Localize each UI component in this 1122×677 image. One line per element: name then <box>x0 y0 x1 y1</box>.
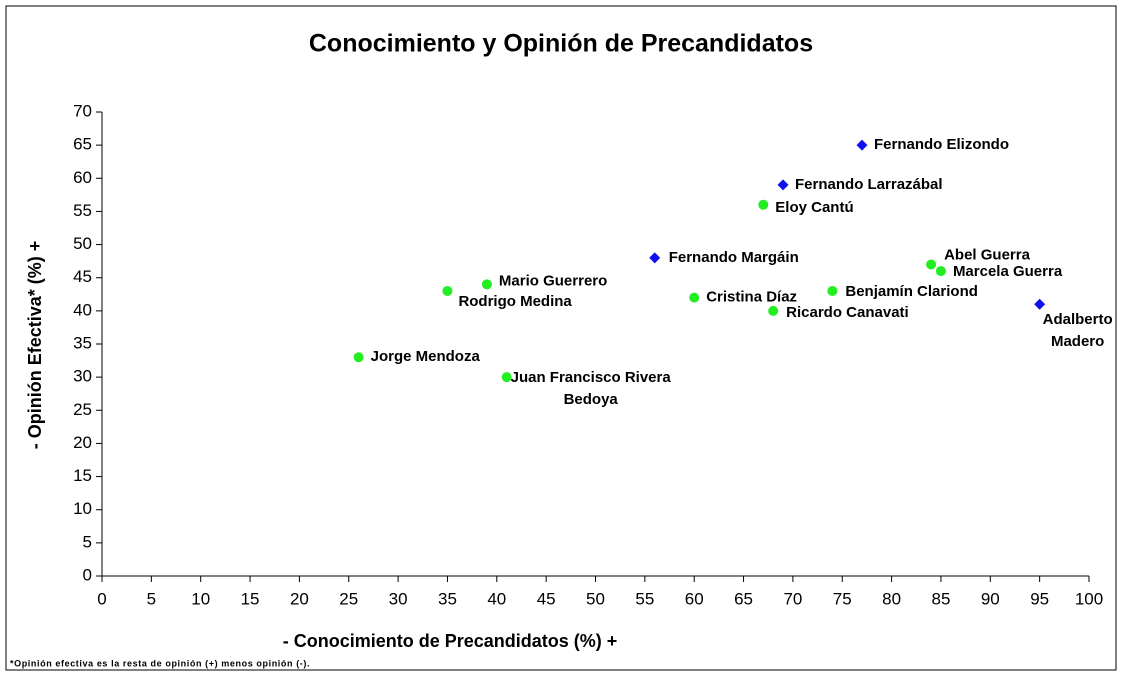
point <box>481 279 492 290</box>
x-tick-label: 85 <box>931 589 950 608</box>
point-label: Benjamín Clariond <box>845 283 978 300</box>
point-label: Jorge Mendoza <box>371 348 481 365</box>
x-tick-label: 80 <box>882 589 901 608</box>
x-tick-label: 40 <box>487 589 506 608</box>
point <box>926 259 937 270</box>
x-tick-label: 0 <box>97 589 106 608</box>
point-label: Mario Guerrero <box>499 272 607 289</box>
point <box>689 292 700 303</box>
y-tick-label: 5 <box>83 532 92 551</box>
point-label: Bedoya <box>564 391 619 408</box>
point <box>777 179 789 191</box>
chart-title: Conocimiento y Opinión de Precandidatos <box>309 30 813 58</box>
y-tick-label: 0 <box>83 565 92 584</box>
y-tick-label: 65 <box>73 135 92 154</box>
point <box>501 372 512 383</box>
point <box>827 285 838 296</box>
x-tick-label: 50 <box>586 589 605 608</box>
y-tick-label: 55 <box>73 201 92 220</box>
y-tick-label: 35 <box>73 333 92 352</box>
x-tick-label: 35 <box>438 589 457 608</box>
y-tick-label: 70 <box>73 101 92 120</box>
point-label: Fernando Elizondo <box>874 136 1009 153</box>
y-tick-label: 30 <box>73 367 92 386</box>
x-tick-label: 65 <box>734 589 753 608</box>
point-label: Adalberto <box>1043 311 1113 328</box>
y-axis-label: - Opinión Efectiva* (%) + <box>25 241 45 450</box>
x-tick-label: 55 <box>635 589 654 608</box>
point-label: Juan Francisco Rivera <box>511 369 672 386</box>
point <box>856 139 868 151</box>
x-tick-label: 10 <box>191 589 210 608</box>
point <box>935 266 946 277</box>
point-label: Cristina Díaz <box>706 289 797 306</box>
x-tick-label: 15 <box>241 589 260 608</box>
x-axis-label: - Conocimiento de Precandidatos (%) + <box>283 631 618 651</box>
x-tick-label: 30 <box>389 589 408 608</box>
point-label: Fernando Larrazábal <box>795 176 943 193</box>
x-tick-label: 100 <box>1075 589 1103 608</box>
y-tick-label: 45 <box>73 267 92 286</box>
point-label: Rodrigo Medina <box>458 293 572 310</box>
chart-border <box>5 5 1117 671</box>
point-label: Abel Guerra <box>944 246 1031 263</box>
x-tick-label: 90 <box>981 589 1000 608</box>
point <box>768 305 779 316</box>
x-tick-label: 45 <box>537 589 556 608</box>
point <box>758 199 769 210</box>
y-tick-label: 25 <box>73 400 92 419</box>
point <box>353 352 364 363</box>
point <box>649 252 661 264</box>
y-tick-label: 10 <box>73 499 92 518</box>
point-label: Eloy Cantú <box>775 199 853 216</box>
x-tick-label: 75 <box>833 589 852 608</box>
footnote: *Opinión efectiva es la resta de opinión… <box>10 658 310 668</box>
x-tick-label: 25 <box>339 589 358 608</box>
point <box>1034 298 1046 310</box>
point <box>442 285 453 296</box>
y-tick-label: 15 <box>73 466 92 485</box>
x-tick-label: 5 <box>147 589 156 608</box>
y-tick-label: 50 <box>73 234 92 253</box>
x-tick-label: 95 <box>1030 589 1049 608</box>
x-tick-label: 60 <box>685 589 704 608</box>
x-tick-label: 70 <box>783 589 802 608</box>
y-tick-label: 60 <box>73 168 92 187</box>
point-label: Fernando Margáin <box>669 249 799 266</box>
point-label: Marcela Guerra <box>953 263 1063 280</box>
point-label: Madero <box>1051 333 1104 350</box>
x-tick-label: 20 <box>290 589 309 608</box>
y-tick-label: 40 <box>73 300 92 319</box>
point-label: Ricardo Canavati <box>786 304 909 321</box>
y-tick-label: 20 <box>73 433 92 452</box>
